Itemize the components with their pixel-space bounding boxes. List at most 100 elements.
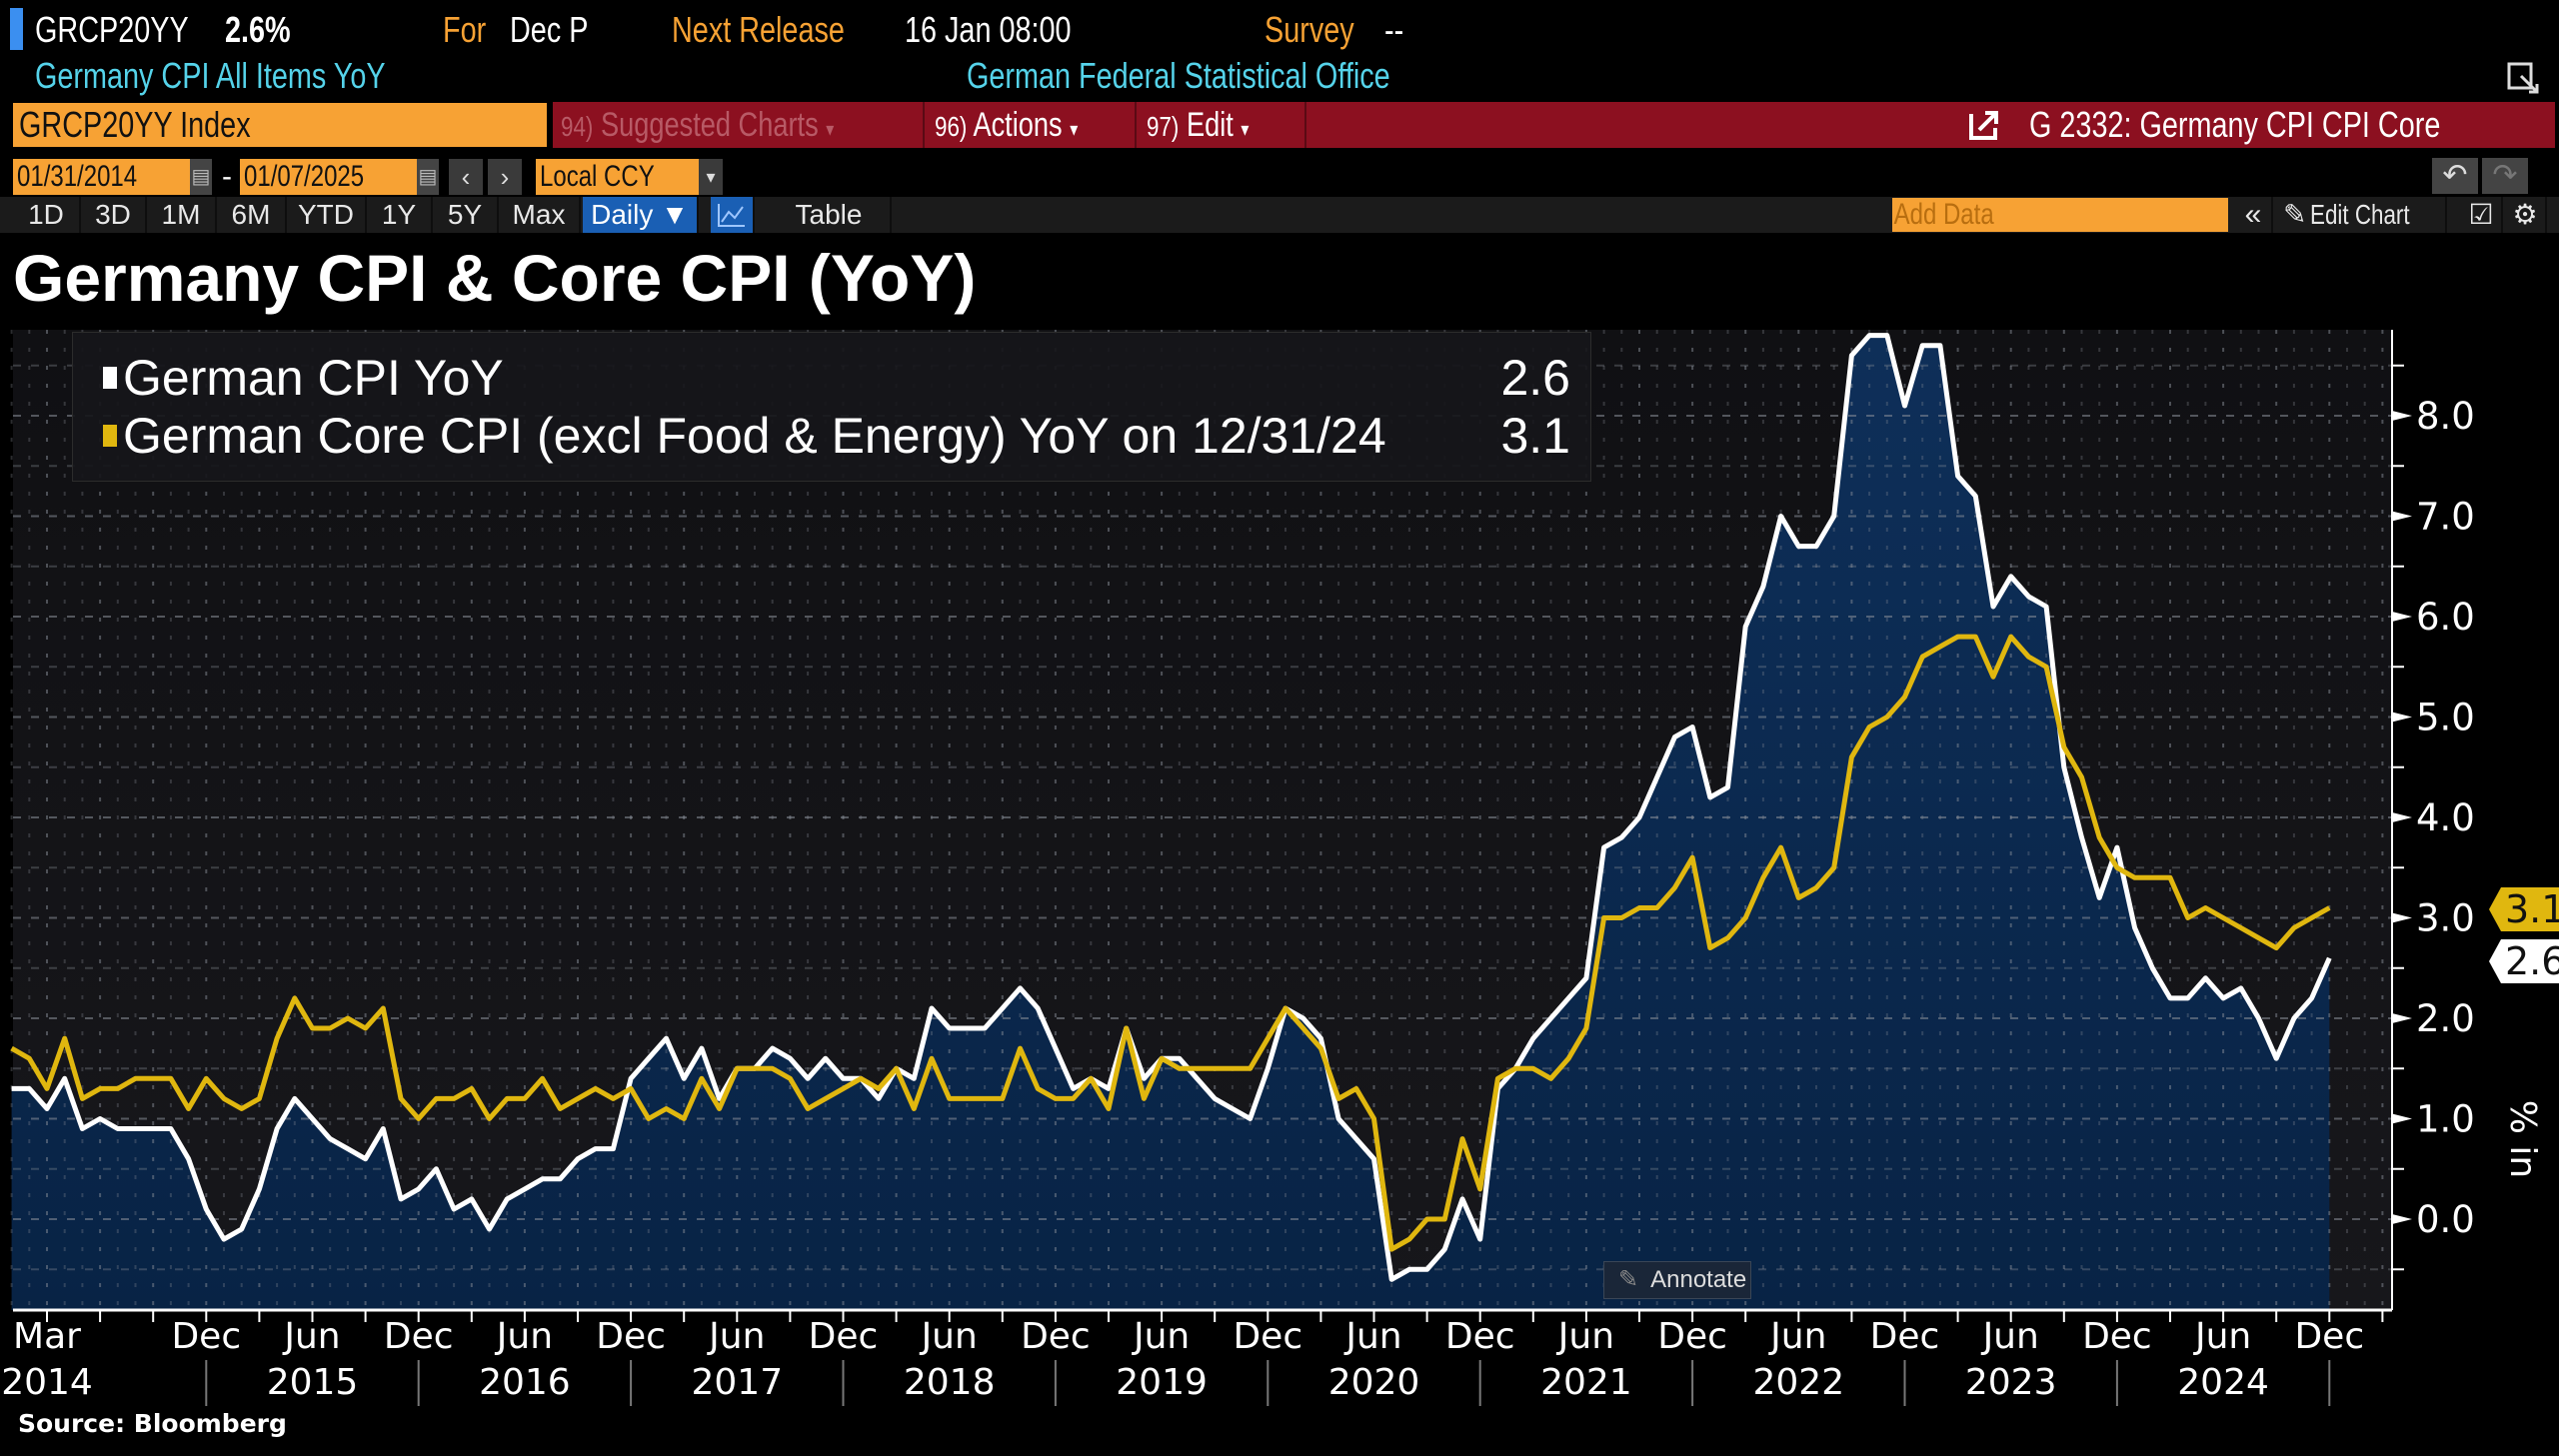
legend-label: German Core CPI (excl Food & Energy) YoY… (123, 408, 1386, 464)
y-tick-marker (2392, 912, 2412, 923)
cpi-area-fill (11, 335, 2330, 1311)
y-tick-marker (2392, 812, 2412, 822)
period: Dec P (510, 6, 608, 54)
export-icon[interactable] (1967, 108, 1999, 142)
x-tick-label: Jun (1343, 1316, 1401, 1357)
legend-name: German CPI YoY (103, 349, 504, 407)
security-description-text: Germany CPI All Items YoY (35, 55, 386, 96)
menu-label: Actions (973, 106, 1063, 144)
menu-label: Edit (1186, 106, 1234, 144)
x-year-label: 2022 (1752, 1362, 1844, 1403)
x-tick-label: Jun (1768, 1316, 1826, 1357)
legend-item-cpi[interactable]: German CPI YoY 2.6 (103, 349, 1570, 407)
menu-label: Suggested Charts (600, 106, 819, 144)
undo-button[interactable]: ↶ (2432, 158, 2478, 194)
collapse-button[interactable]: « (2235, 197, 2273, 233)
range-1d-button[interactable]: 1D (13, 197, 81, 233)
ticker-marker (10, 8, 23, 50)
security-input-text: GRCP20YY Index (19, 104, 251, 145)
chevron-down-icon: ▾ (1241, 119, 1250, 141)
y-tick-label: 2.0 (2416, 997, 2475, 1040)
x-tick-label: Dec (1870, 1316, 1940, 1357)
chevron-down-icon: ▾ (826, 119, 835, 141)
menu-number: 97) (1147, 111, 1180, 142)
x-tick-label: Jun (2193, 1316, 2251, 1357)
x-tick-label: Dec (2082, 1316, 2152, 1357)
y-tick-marker (2392, 712, 2412, 723)
x-tick-label: Dec (1445, 1316, 1515, 1357)
popout-icon[interactable] (2507, 62, 2539, 94)
frequency-dropdown[interactable]: Daily ▼ (583, 197, 699, 233)
line-chart-icon[interactable] (711, 197, 755, 233)
x-tick-label: Jun (282, 1316, 340, 1357)
next-period-button[interactable]: › (488, 159, 522, 195)
x-tick-label: Dec (2294, 1316, 2364, 1357)
gear-icon[interactable]: ⚙ (2505, 197, 2547, 233)
edit-chart-button[interactable]: ✎ Edit Chart (2275, 197, 2447, 233)
legend-swatch-white (103, 367, 117, 389)
chart-legend: German CPI YoY 2.6 German Core CPI (excl… (72, 332, 1591, 482)
checklist-icon[interactable]: ☑ (2461, 197, 2503, 233)
x-year-label: 2015 (267, 1362, 359, 1403)
survey-label-text: Survey (1265, 9, 1354, 50)
y-tick-marker (2392, 1013, 2412, 1023)
start-date-field[interactable]: 01/31/2014 (13, 159, 190, 195)
x-tick-label: Dec (809, 1316, 879, 1357)
end-date-field[interactable]: 01/07/2025 (240, 159, 417, 195)
range-1m-button[interactable]: 1M (147, 197, 217, 233)
currency-select[interactable]: Local CCY (536, 159, 699, 195)
menu-number: 96) (935, 111, 968, 142)
source-agency-text: German Federal Statistical Office (967, 55, 1390, 96)
menu-number: 94) (561, 111, 594, 142)
add-data-input[interactable]: Add Data (1892, 198, 2228, 232)
cpi-yoy-line (11, 333, 2332, 1282)
table-button[interactable]: Table (768, 197, 892, 233)
x-year-label: 2016 (479, 1362, 571, 1403)
pencil-icon: ✎ (1618, 1266, 1639, 1293)
calendar-icon[interactable]: ▤ (417, 159, 439, 195)
suggested-charts-menu[interactable]: 94) Suggested Charts ▾ (553, 102, 925, 148)
y-tick-marker (2392, 1214, 2412, 1224)
survey-label: Survey (1265, 6, 1376, 54)
next-release-label: Next Release (672, 6, 888, 54)
source-agency: German Federal Statistical Office (967, 54, 1496, 98)
legend-item-core-cpi[interactable]: German Core CPI (excl Food & Energy) YoY… (103, 407, 1570, 465)
prev-period-button[interactable]: ‹ (449, 159, 483, 195)
y-tick-label: 1.0 (2416, 1098, 2475, 1141)
x-year-label: 2023 (1965, 1362, 2057, 1403)
range-6m-button[interactable]: 6M (217, 197, 287, 233)
edit-menu[interactable]: 97) Edit ▾ (1139, 102, 1306, 148)
x-tick-label: Jun (1981, 1316, 2039, 1357)
annotate-button[interactable]: ✎ Annotate (1603, 1261, 1751, 1299)
for-label: For (443, 6, 497, 54)
y-tick-label: 6.0 (2416, 596, 2475, 639)
end-date-text: 01/07/2025 (244, 160, 365, 193)
currency-dropdown-arrow[interactable]: ▾ (699, 159, 723, 195)
legend-swatch-yellow (103, 425, 117, 447)
legend-value: 2.6 (1500, 350, 1570, 406)
security-input[interactable]: GRCP20YY Index (13, 103, 547, 147)
cpi-last-value-tag: 2.6 (2489, 939, 2559, 983)
x-tick-label: Dec (1021, 1316, 1091, 1357)
y-tick-label: 5.0 (2416, 697, 2475, 739)
actions-menu[interactable]: 96) Actions ▾ (927, 102, 1137, 148)
y-tick-marker (2392, 612, 2412, 622)
for-label-text: For (443, 9, 487, 50)
range-3d-button[interactable]: 3D (81, 197, 147, 233)
range-5y-button[interactable]: 5Y (433, 197, 499, 233)
x-tick-label: Jun (920, 1316, 978, 1357)
survey-value-text: -- (1384, 9, 1404, 50)
y-tick-label: 0.0 (2416, 1198, 2475, 1241)
range-max-button[interactable]: Max (499, 197, 581, 233)
x-tick-label: Jun (1132, 1316, 1190, 1357)
ticker-symbol: GRCP20YY (35, 6, 227, 54)
x-year-label: 2017 (691, 1362, 783, 1403)
date-separator: - (222, 160, 232, 193)
calendar-icon[interactable]: ▤ (190, 159, 212, 195)
next-release-time: 16 Jan 08:00 (905, 6, 1113, 54)
add-data-placeholder: Add Data (1893, 198, 1994, 231)
redo-button[interactable]: ↷ (2482, 158, 2528, 194)
range-ytd-button[interactable]: YTD (287, 197, 367, 233)
annotate-label: Annotate (1650, 1266, 1747, 1293)
range-1y-button[interactable]: 1Y (367, 197, 433, 233)
